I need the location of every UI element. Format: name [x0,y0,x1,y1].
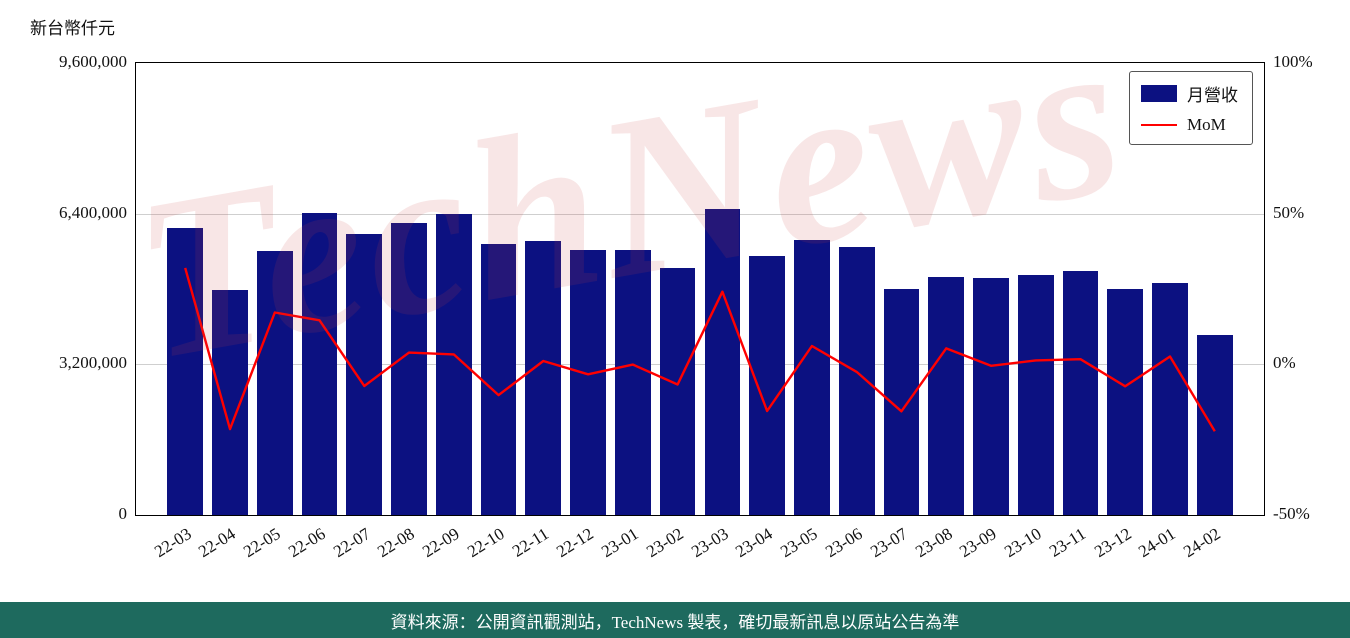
x-tick-label: 23-06 [822,524,866,562]
x-tick-label: 23-08 [911,524,956,562]
x-tick-label: 24-01 [1135,524,1180,562]
footer: 資料來源：公開資訊觀測站，TechNews 製表，確切最新訊息以原站公告為準 [0,602,1350,638]
revenue-bar [212,289,248,515]
left-tick-label: 6,400,000 [59,202,127,222]
x-tick-label: 23-10 [1001,524,1045,562]
left-tick-label: 9,600,000 [59,52,127,71]
revenue-bar [973,278,1009,515]
x-tick-label: 23-12 [1090,524,1135,562]
revenue-bar [256,251,293,515]
right-tick-label: 50% [1273,202,1305,222]
mom-line [184,267,1216,432]
revenue-bar [704,208,741,515]
x-tick-label: 22-08 [374,524,419,562]
x-tick-label: 23-05 [777,524,821,562]
x-tick-label: 22-12 [553,524,598,562]
legend-mom-label: MoM [1187,115,1226,134]
x-axis-ticks: 22-03 22-04 22-05 22-06 22-07 22-08 22-09 22-10… [135,518,1265,598]
legend-revenue-label: 月營收 [1187,86,1238,105]
x-tick-label: 24-02 [1180,524,1224,562]
revenue-bar [301,212,338,515]
right-tick-label: 100% [1273,52,1313,71]
revenue-bar [1107,289,1144,515]
x-tick-label: 23-03 [687,524,732,562]
x-tick-label: 23-01 [598,524,642,562]
revenue-bar [794,240,830,515]
left-tick-label: 0 [118,504,128,523]
revenue-bar [1196,334,1233,515]
x-tick-label: 23-11 [1046,524,1090,561]
left-tick-label: 3,200,000 [59,353,127,373]
mom-line-swatch [1141,124,1177,126]
gridline [136,364,1264,366]
revenue-bar [928,277,965,515]
x-tick-label: 23-07 [866,524,911,562]
revenue-bar-swatch [1141,85,1177,102]
x-tick-label: 22-05 [240,524,284,562]
plot-area: 月營收 MoM [135,62,1265,516]
revenue-bar [391,223,427,515]
revenue-bar [525,241,562,515]
legend-item-revenue: 月營收 [1141,81,1238,106]
x-tick-label: 22-06 [284,524,329,562]
right-tick-label: -50% [1273,504,1310,523]
legend: 月營收 MoM [1129,71,1253,145]
revenue-bar [749,256,785,515]
left-axis-title: 新台幣仟元 [30,19,115,38]
x-tick-label: 22-04 [195,524,240,562]
x-tick-label: 23-09 [956,524,1001,562]
revenue-bar [167,228,204,515]
x-tick-label: 23-02 [642,524,687,562]
revenue-bar [659,268,696,515]
revenue-bar [615,250,651,515]
x-tick-label: 22-09 [419,524,463,562]
revenue-bar [1152,283,1188,515]
revenue-bar [570,250,606,515]
mom-line-layer [184,267,1216,432]
x-tick-label: 22-07 [329,524,374,562]
legend-item-mom: MoM [1141,115,1238,135]
left-axis-ticks: 0 3,200,000 6,400,000 9,600,000 [0,52,127,523]
revenue-bar [1062,271,1099,515]
revenue-bar [1017,275,1054,515]
revenue-bar [480,244,517,515]
footer-text: 資料來源：公開資訊觀測站，TechNews 製表，確切最新訊息以原站公告為準 [390,612,960,632]
x-tick-label: 22-11 [509,524,553,561]
right-tick-label: 0% [1273,353,1296,373]
revenue-bar [346,234,383,515]
right-axis-ticks: -50% 0% 50% 100% [1273,52,1348,523]
x-tick-label: 22-10 [463,524,508,562]
x-tick-label: 22-03 [150,524,195,562]
x-tick-label: 23-04 [732,524,777,562]
gridline [136,213,1264,215]
